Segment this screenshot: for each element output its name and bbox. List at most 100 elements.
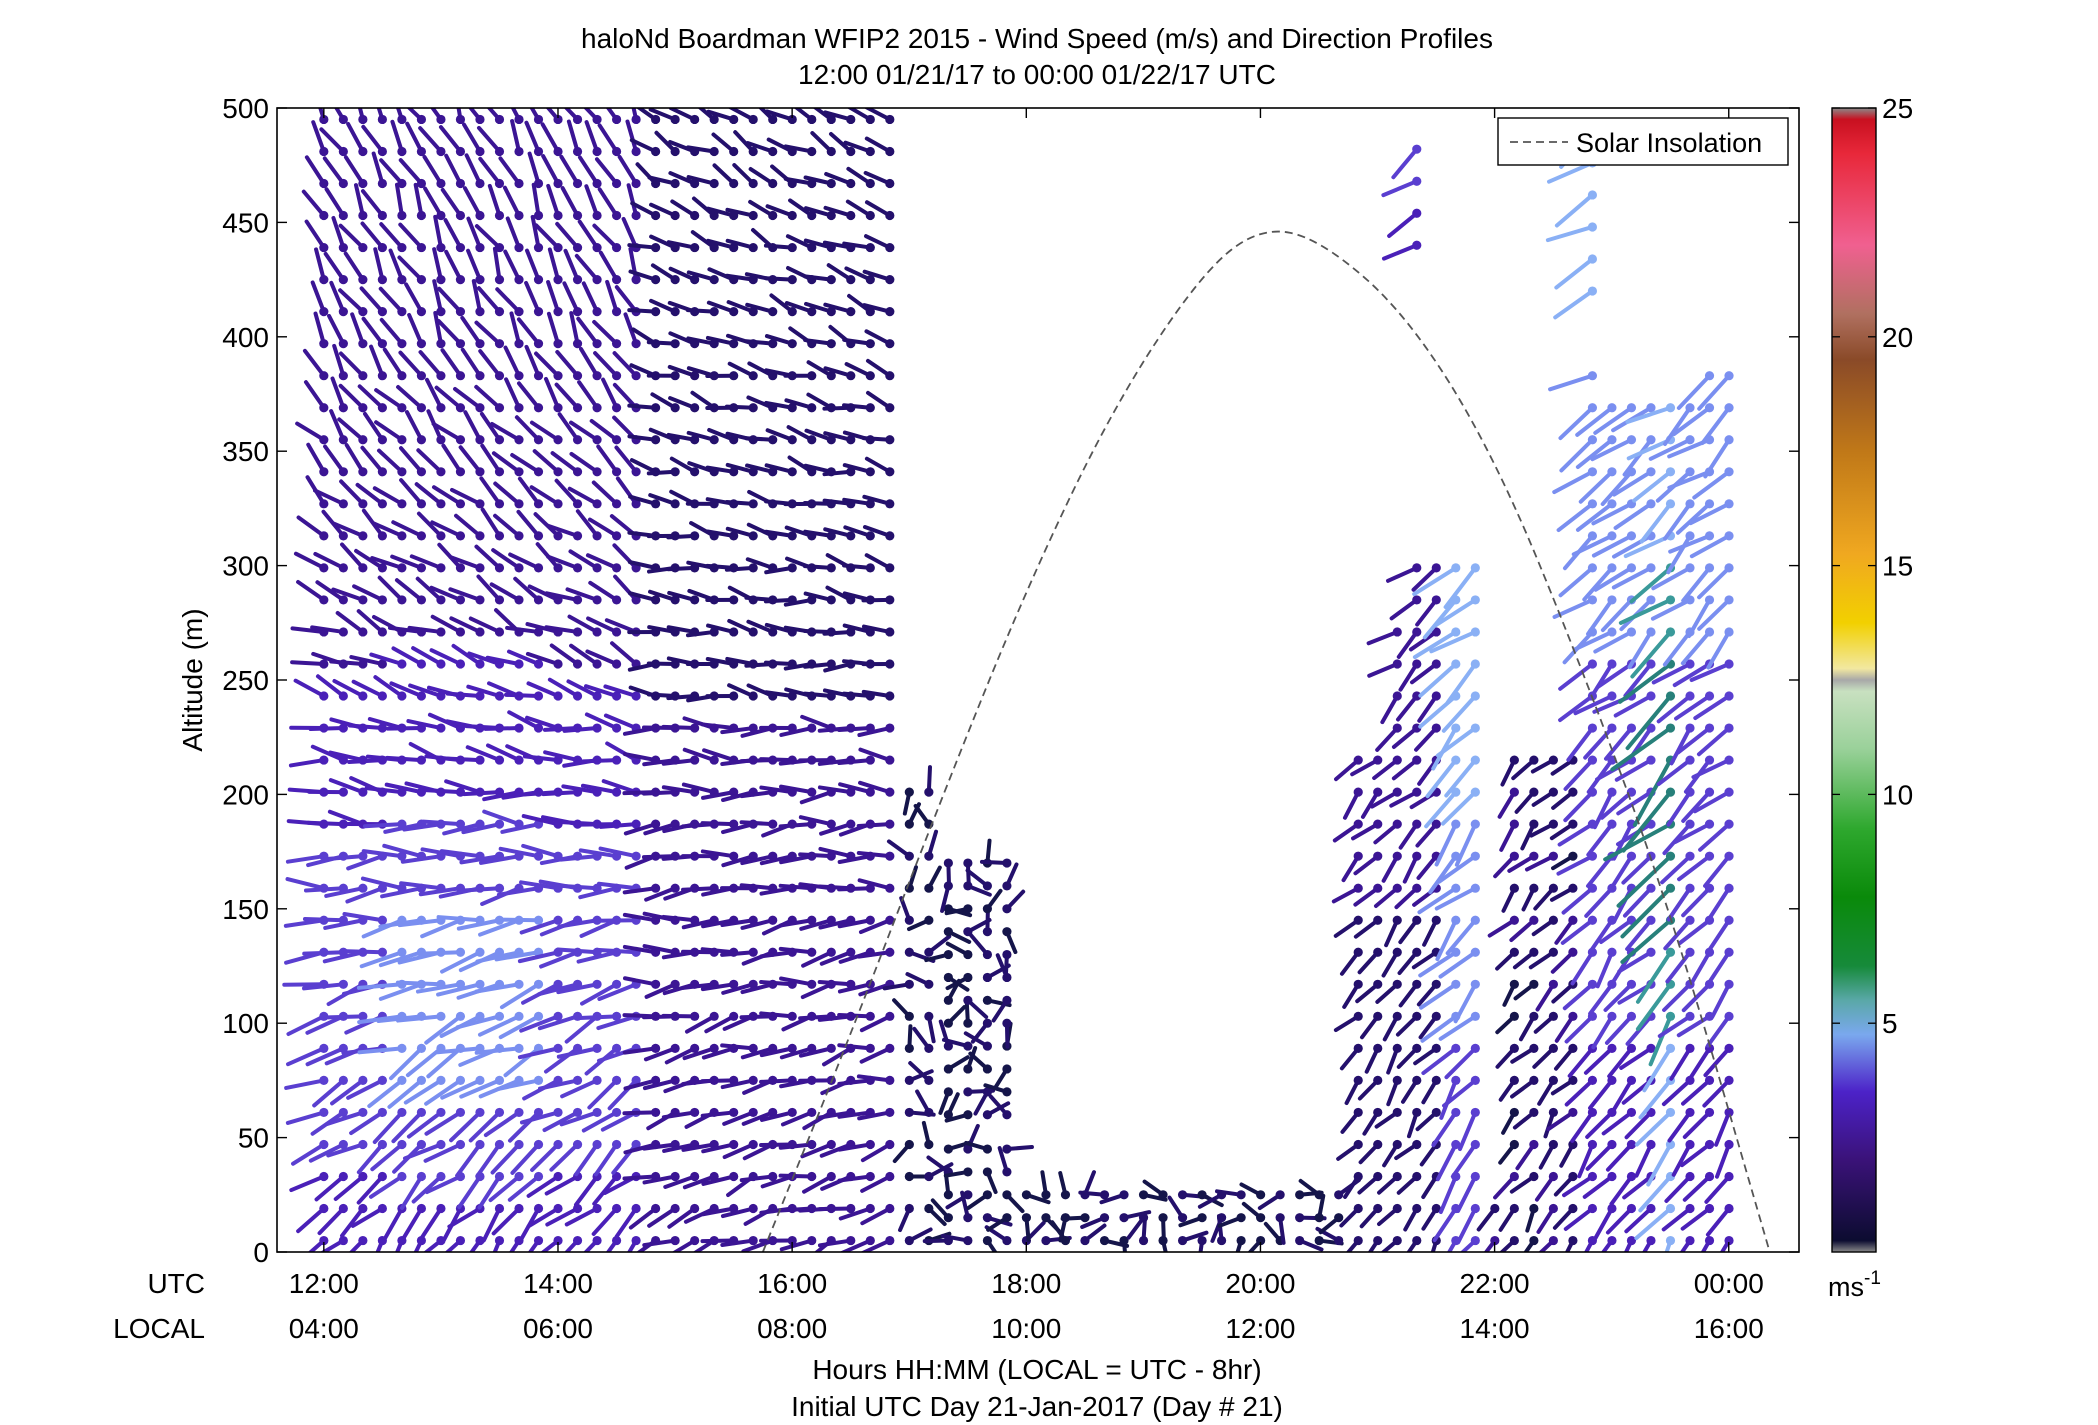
wind-barb-stem (1696, 726, 1732, 757)
wind-barb-point (1509, 1011, 1519, 1021)
wind-barb-point (397, 947, 407, 957)
wind-barb-point (377, 531, 387, 541)
wind-barb-point (436, 627, 446, 637)
wind-barb-stem (779, 726, 814, 737)
wind-barb-stem (857, 726, 892, 738)
wind-barb-stem (642, 1174, 678, 1185)
wind-barb-point (397, 146, 407, 157)
wind-barb-stem (493, 513, 521, 538)
wind-barb-stem (601, 779, 639, 795)
wind-barb-point (846, 1235, 856, 1246)
wind-barb-stem (1444, 1046, 1478, 1080)
wind-barb-stem (460, 347, 482, 378)
wind-barb-point (1665, 723, 1676, 733)
wind-barb-stem (1681, 790, 1712, 823)
wind-barb-point (982, 1018, 992, 1028)
colorbar-gradient (1831, 107, 1877, 1253)
wind-barb-point (963, 1235, 973, 1246)
wind-barb-stem (293, 551, 326, 570)
wind-barb-point (1529, 1203, 1539, 1214)
wind-barb-point (319, 1107, 329, 1118)
wind-barb-point (572, 210, 583, 221)
wind-barb-stem (1600, 469, 1634, 507)
wind-barb-stem (822, 1046, 853, 1067)
wind-barb-stem (503, 345, 521, 378)
wind-barb-point (611, 275, 622, 285)
wind-barb-point (1431, 595, 1441, 605)
wind-barb-stem (404, 410, 424, 442)
wind-barb-stem (837, 854, 873, 865)
wind-barb-point (553, 499, 563, 509)
wind-barb-point (455, 339, 466, 349)
wind-barb-point (455, 563, 466, 573)
wind-barb-point (1412, 979, 1422, 989)
wind-barb-stem (433, 214, 443, 250)
wind-barb-stem (530, 214, 541, 250)
wind-barb-stem (778, 1142, 814, 1150)
wind-barb-point (611, 1203, 622, 1214)
wind-barb-stem (1373, 822, 1400, 845)
wind-barb-point (943, 1213, 953, 1223)
wind-barb-point (1568, 1203, 1578, 1214)
wind-barb-stem (302, 348, 326, 378)
wind-barb-stem (598, 250, 619, 282)
wind-barb-stem (542, 1110, 580, 1133)
wind-barb-point (651, 1043, 661, 1053)
wind-barb-stem (459, 854, 502, 865)
wind-barb-point (397, 499, 407, 509)
wind-barb-stem (1558, 661, 1595, 691)
wind-barb-point (1353, 1139, 1363, 1150)
wind-barb-point (572, 499, 583, 509)
wind-barb-point (1314, 1235, 1324, 1246)
wind-barb-point (865, 883, 875, 893)
wind-barb-stem (465, 745, 502, 763)
wind-barb-stem (1367, 661, 1400, 678)
wind-barb-point (1587, 531, 1598, 541)
wind-barb-point (533, 242, 544, 253)
wind-barb-stem (1350, 758, 1380, 777)
wind-barb-point (1412, 691, 1422, 701)
wind-barb-point (631, 339, 641, 349)
wind-barb-point (494, 242, 505, 253)
wind-barb-point (611, 691, 622, 701)
wind-barb-stem (487, 183, 502, 218)
wind-barb-point (885, 1203, 895, 1214)
wind-barb-point (1412, 1011, 1422, 1021)
x-tick-label-utc: 12:00 (289, 1268, 359, 1299)
wind-barb-stem (585, 553, 619, 570)
wind-barb-stem (759, 980, 795, 987)
wind-barb-point (1626, 1043, 1637, 1053)
wind-barb-stem (396, 1014, 443, 1023)
wind-barb-stem (329, 280, 346, 314)
wind-barb-point (611, 435, 622, 445)
wind-barb-stem (429, 648, 463, 666)
wind-barb-point (319, 1043, 329, 1053)
wind-barb-point (397, 307, 407, 317)
wind-barb-point (475, 947, 485, 957)
wind-barb-stem (290, 626, 326, 634)
wind-barb-stem (343, 155, 365, 186)
wind-barb-point (1353, 1011, 1363, 1021)
wind-barb-stem (575, 1014, 619, 1021)
wind-barb-point (416, 467, 427, 477)
wind-barb-point (338, 210, 348, 221)
wind-barb-stem (1705, 1206, 1732, 1237)
wind-barb-point (514, 1171, 524, 1182)
wind-barb-point (1704, 819, 1715, 829)
wind-barb-stem (1605, 1206, 1634, 1235)
wind-barb-stem (801, 950, 834, 968)
wind-barb-point (670, 178, 680, 189)
wind-barb-point (709, 307, 719, 317)
wind-barb-point (1392, 979, 1402, 989)
wind-barb-stem (382, 1206, 404, 1242)
wind-barb-stem (364, 786, 404, 795)
wind-barb-stem (1710, 982, 1732, 1019)
x-tick-label-local: 12:00 (1225, 1313, 1295, 1344)
wind-barb-stem (1622, 886, 1653, 918)
wind-barb-point (885, 275, 895, 285)
wind-barb-point (924, 1011, 934, 1021)
wind-barb-stem (588, 580, 619, 602)
wind-barb-stem (360, 445, 385, 474)
wind-barb-stem (740, 854, 775, 866)
wind-barb-stem (1681, 886, 1712, 918)
